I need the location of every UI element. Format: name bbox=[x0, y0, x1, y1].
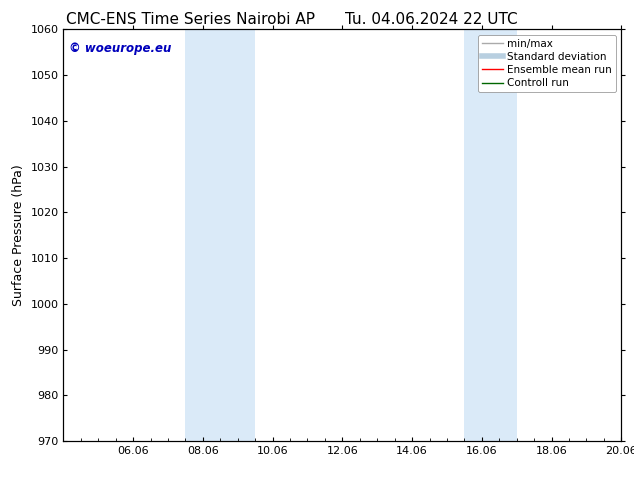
Legend: min/max, Standard deviation, Ensemble mean run, Controll run: min/max, Standard deviation, Ensemble me… bbox=[478, 35, 616, 92]
Y-axis label: Surface Pressure (hPa): Surface Pressure (hPa) bbox=[12, 164, 25, 306]
Text: CMC-ENS Time Series Nairobi AP: CMC-ENS Time Series Nairobi AP bbox=[66, 12, 314, 27]
Text: Tu. 04.06.2024 22 UTC: Tu. 04.06.2024 22 UTC bbox=[345, 12, 517, 27]
Bar bbox=[464, 29, 517, 441]
Text: © woeurope.eu: © woeurope.eu bbox=[69, 42, 171, 55]
Bar bbox=[185, 29, 255, 441]
